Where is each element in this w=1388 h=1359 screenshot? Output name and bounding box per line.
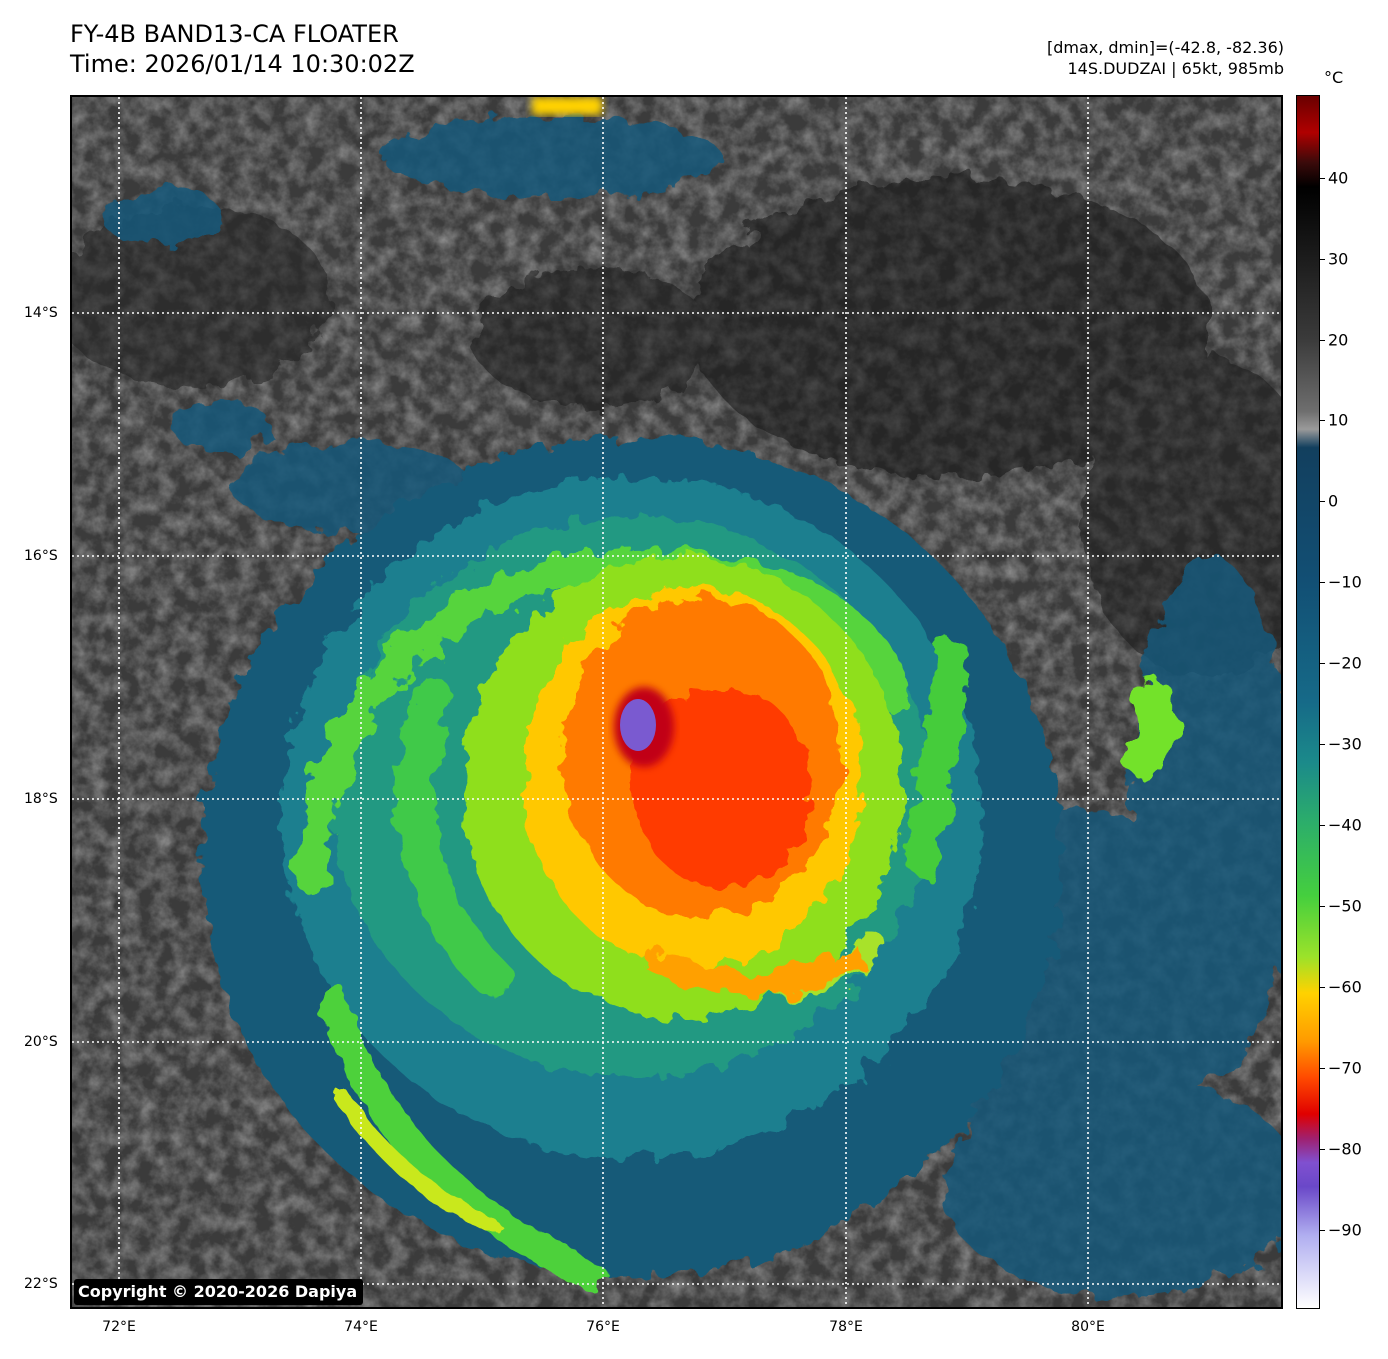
colorbar-label-minus80: −80 xyxy=(1328,1139,1362,1159)
colorbar-label-10: 10 xyxy=(1328,410,1349,430)
lat-label-20s: 20°S xyxy=(24,1034,58,1050)
lat-label-16s: 16°S xyxy=(24,548,58,564)
colorbar-tick xyxy=(1320,582,1325,583)
figure-title: FY-4B BAND13-CA FLOATER xyxy=(70,20,399,48)
copyright-label: Copyright © 2020-2026 Dapiya xyxy=(74,1279,364,1305)
colorbar-tick xyxy=(1320,1068,1325,1069)
lon-label-80e: 80°E xyxy=(1071,1319,1105,1335)
colorbar-unit: °C xyxy=(1324,68,1344,87)
colorbar-label-minus20: −20 xyxy=(1328,653,1362,673)
colorbar-label-0: 0 xyxy=(1328,491,1339,511)
colorbar-tick xyxy=(1320,906,1325,907)
colorbar-tick xyxy=(1320,663,1325,664)
data-range-label: [dmax, dmin]=(-42.8, -82.36) xyxy=(1046,38,1284,57)
lat-label-14s: 14°S xyxy=(24,305,58,321)
temperature-colorbar xyxy=(1296,95,1320,1309)
lon-label-76e: 76°E xyxy=(586,1319,620,1335)
colorbar-label-minus10: −10 xyxy=(1328,572,1362,592)
colorbar-tick xyxy=(1320,178,1325,179)
colorbar-label-minus40: −40 xyxy=(1328,815,1362,835)
colorbar-tick xyxy=(1320,420,1325,421)
storm-info-label: 14S.DUDZAI | 65kt, 985mb xyxy=(1067,59,1285,78)
colorbar-tick xyxy=(1320,340,1325,341)
colorbar-tick xyxy=(1320,825,1325,826)
colorbar-tick xyxy=(1320,744,1325,745)
colorbar-label-40: 40 xyxy=(1328,168,1349,188)
colorbar-label-minus50: −50 xyxy=(1328,896,1362,916)
lon-label-72e: 72°E xyxy=(102,1319,136,1335)
lat-label-22s: 22°S xyxy=(24,1276,58,1292)
colorbar-label-minus70: −70 xyxy=(1328,1058,1362,1078)
lon-label-74e: 74°E xyxy=(344,1319,378,1335)
colorbar-tick xyxy=(1320,987,1325,988)
satellite-image: Copyright © 2020-2026 Dapiya xyxy=(70,95,1283,1309)
colorbar-label-minus30: −30 xyxy=(1328,734,1362,754)
colorbar-tick xyxy=(1320,1230,1325,1231)
lat-label-18s: 18°S xyxy=(24,791,58,807)
colorbar-label-20: 20 xyxy=(1328,330,1349,350)
colorbar-tick xyxy=(1320,501,1325,502)
colorbar-tick xyxy=(1320,259,1325,260)
figure-time: Time: 2026/01/14 10:30:02Z xyxy=(70,50,415,78)
colorbar-label-minus90: −90 xyxy=(1328,1220,1362,1240)
satellite-imagery xyxy=(72,97,1281,1307)
colorbar-label-30: 30 xyxy=(1328,249,1349,269)
colorbar-tick xyxy=(1320,1149,1325,1150)
lon-label-78e: 78°E xyxy=(829,1319,863,1335)
colorbar-label-minus60: −60 xyxy=(1328,977,1362,997)
